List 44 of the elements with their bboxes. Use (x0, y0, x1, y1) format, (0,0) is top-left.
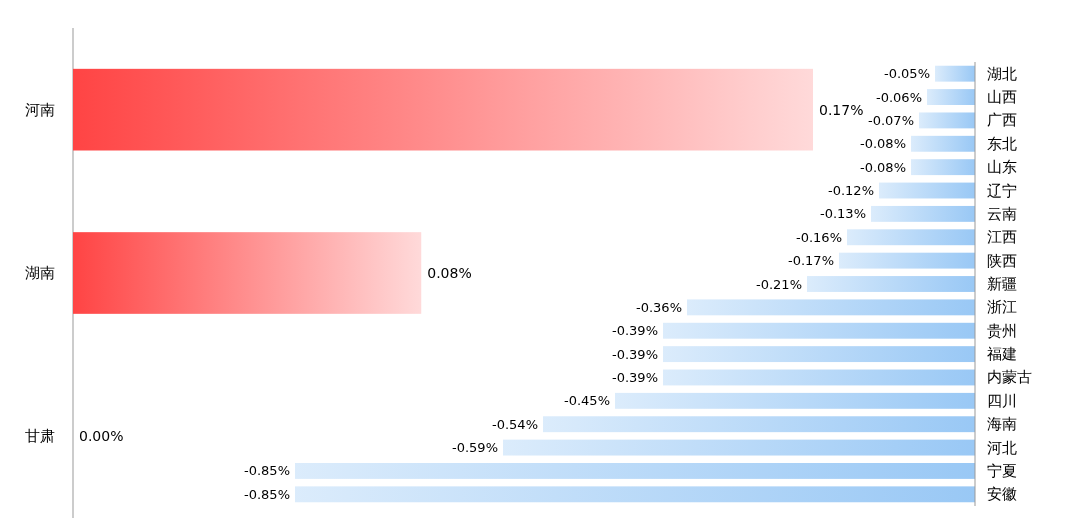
data-label: -0.39% (612, 346, 658, 362)
y-tick-label: 宁夏 (987, 461, 1017, 480)
data-label: 0.00% (79, 428, 124, 445)
data-label: -0.39% (612, 323, 658, 339)
y-tick-label: 江西 (987, 228, 1017, 247)
data-label: -0.85% (244, 463, 290, 479)
y-tick-label: 贵州 (987, 321, 1017, 340)
data-label: -0.12% (828, 183, 874, 199)
y-tick-label: 山西 (987, 88, 1017, 107)
data-label: -0.05% (884, 66, 930, 82)
y-tick-label: 山东 (987, 158, 1017, 177)
data-label: -0.07% (868, 112, 914, 128)
data-label: 0.17% (819, 101, 864, 118)
y-tick-label: 福建 (987, 345, 1017, 364)
y-tick-label: 四川 (987, 391, 1017, 410)
data-label: -0.06% (876, 89, 922, 105)
y-tick-label: 东北 (987, 134, 1017, 153)
data-label: -0.21% (756, 276, 802, 292)
data-label: -0.36% (636, 299, 682, 315)
y-tick-label: 陕西 (987, 251, 1017, 270)
y-tick-label: 河南 (25, 100, 55, 119)
data-label: -0.59% (452, 440, 498, 456)
y-tick-label: 内蒙古 (987, 368, 1032, 387)
data-label: -0.08% (860, 136, 906, 152)
data-label: -0.08% (860, 159, 906, 175)
data-label: -0.45% (564, 393, 610, 409)
data-label: -0.17% (788, 253, 834, 269)
y-tick-label: 河北 (987, 438, 1017, 457)
y-tick-label: 浙江 (987, 298, 1017, 317)
y-tick-label: 湖南 (25, 264, 55, 282)
y-tick-label: 甘肃 (25, 427, 55, 446)
data-label: -0.13% (820, 206, 866, 222)
y-tick-label: 广西 (987, 111, 1017, 130)
y-tick-label: 湖北 (987, 64, 1017, 83)
y-tick-label: 新疆 (987, 275, 1017, 293)
data-label: -0.16% (796, 229, 842, 245)
y-tick-label: 辽宁 (987, 181, 1017, 200)
y-tick-label: 安徽 (987, 485, 1017, 504)
y-tick-label: 海南 (987, 415, 1017, 434)
data-label: -0.54% (492, 416, 538, 432)
data-label: -0.39% (612, 369, 658, 385)
data-label: -0.85% (244, 486, 290, 502)
y-tick-label: 云南 (987, 204, 1017, 223)
data-label: 0.08% (427, 265, 472, 281)
